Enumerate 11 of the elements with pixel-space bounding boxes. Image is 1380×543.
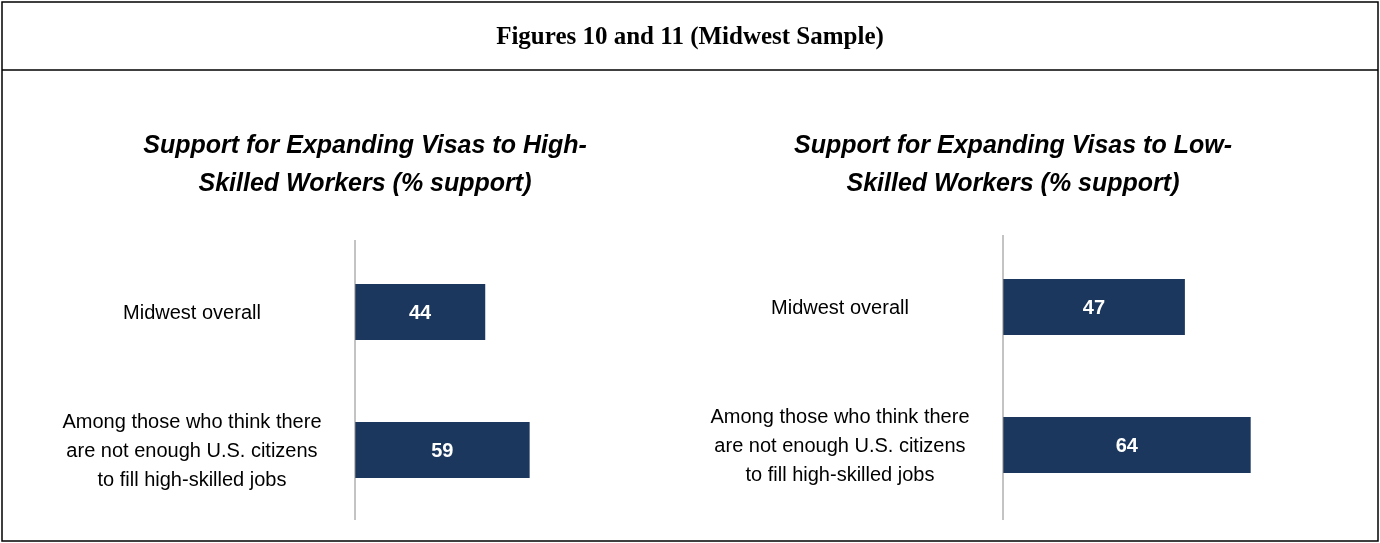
y-tick-label: Midwest overall [771,296,909,318]
data-label: 47 [1082,296,1106,318]
data-label: 64 [1115,434,1139,456]
chart-title: Support for Expanding Visas to High-Skilled Workers (% support) [143,130,587,196]
y-tick-label: Among those who think there are not enough U.S. citizens to fill high-skilled jobs [62,410,322,490]
y-tick-label: Midwest overall [123,301,261,323]
y-tick-label: Among those who think there are not enough U.S. citizens to fill high-skilled jobs [710,405,970,485]
data-label: 44 [408,301,433,323]
text: Figures 10 and 11 (Midwest Sample) [496,22,884,50]
chart-title: Support for Expanding Visas to Low-Skilled Workers (% support) [794,130,1232,196]
data-label: 59 [431,439,454,461]
